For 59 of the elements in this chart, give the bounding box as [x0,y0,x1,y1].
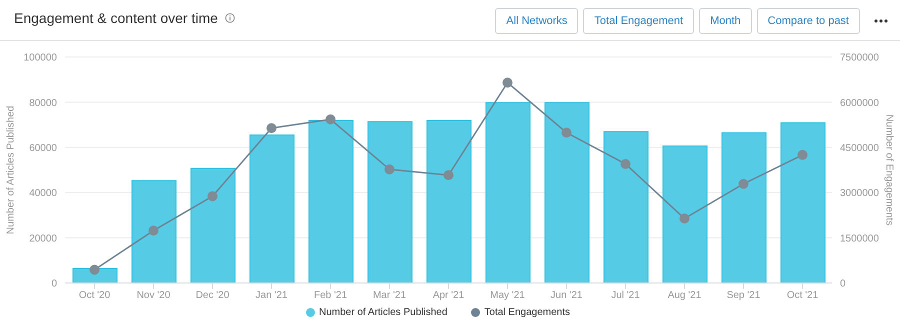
bar [604,131,648,283]
point [208,191,218,202]
text: Compare to past [756,8,860,34]
text: Total Engagement [583,8,694,34]
y2-tick-label: 6000000 [840,98,880,109]
x-tick-label: Jun '21 [550,290,583,302]
x-tick-label: Dec '20 [196,290,230,302]
point [384,164,394,174]
y-tick-label: 20000 [29,233,58,244]
text: Month [699,8,752,34]
x-tick-label: Oct '21 [786,290,819,302]
bar [250,134,294,283]
legend-label: Total Engagements [484,307,570,318]
y-tick-label: 60000 [29,142,58,154]
bar [662,146,708,283]
x-tick-label: Jul '21 [611,290,640,302]
y-tick-label: 100000 [24,52,58,64]
point [738,178,748,189]
bar [722,132,766,283]
y-axis-title: Number of Articles Published [6,106,17,234]
point [326,114,336,124]
y2-axis-title: Number of Engagements [883,114,894,226]
chart-title: Engagement & content over time [14,10,218,26]
point [148,226,158,236]
point [562,128,572,138]
y2-tick-label: 4500000 [840,142,880,154]
x-tick-label: Aug '21 [668,290,702,302]
point [444,170,454,180]
bar [780,122,826,283]
text: All Networks [495,8,578,34]
x-tick-label: Nov '20 [136,290,171,302]
point [680,214,690,224]
y-tick-label: 0 [51,278,58,290]
x-tick-label: Sep '21 [726,290,761,302]
point [620,158,630,169]
y2-tick-label: 3000000 [840,188,880,200]
y2-tick-label: 0 [840,278,846,290]
bar [132,180,176,283]
x-tick-label: Feb '21 [314,290,348,302]
bar [544,102,590,283]
bar [308,120,354,283]
bar [486,102,530,283]
point [798,150,808,160]
bar [190,168,236,283]
x-tick-label: Oct '20 [78,290,111,302]
y-tick-label: 40000 [29,188,58,200]
point [90,264,100,275]
x-tick-label: Apr '21 [432,290,465,302]
bar [426,120,472,283]
bar [368,121,412,283]
point [502,78,512,88]
y-tick-label: 80000 [29,98,58,109]
y2-tick-label: 7500000 [840,52,880,64]
legend-label: Number of Articles Published [318,307,448,318]
y2-tick-label: 1500000 [840,233,880,244]
x-tick-label: May '21 [490,290,526,302]
x-tick-label: Jan '21 [256,290,288,302]
x-tick-label: Mar '21 [372,290,406,302]
point [266,123,276,134]
